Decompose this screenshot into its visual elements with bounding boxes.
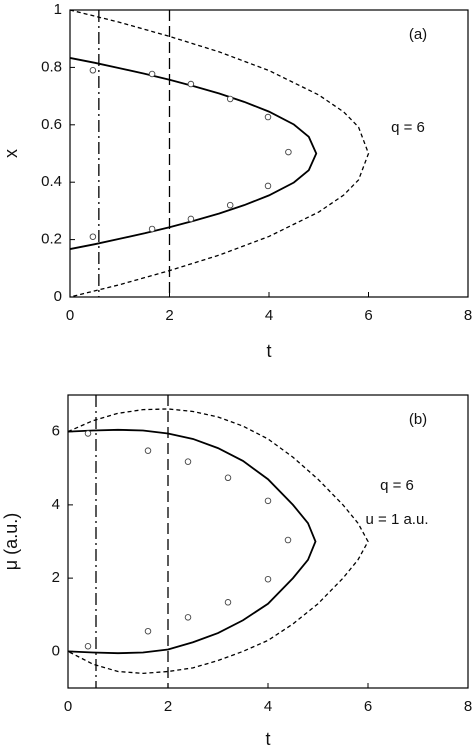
y-tick-label: 0.6 — [41, 116, 62, 133]
marker — [284, 536, 292, 544]
marker — [264, 497, 272, 505]
annotation: q = 6 — [391, 119, 425, 136]
marker — [187, 215, 195, 223]
x-axis-label: t — [266, 341, 271, 361]
marker — [226, 95, 234, 103]
marker — [89, 67, 97, 74]
marker — [264, 113, 272, 121]
marker — [285, 148, 292, 156]
marker — [264, 182, 272, 190]
marker — [184, 458, 192, 465]
y-tick-label: 0.4 — [41, 173, 62, 190]
x-tick-label: 8 — [464, 698, 472, 715]
marker — [84, 430, 92, 437]
y-tick-label: 0 — [52, 642, 60, 659]
y-axis-label: μ (a.u.) — [1, 513, 21, 570]
annotation: (b) — [409, 411, 427, 428]
x-axis-label: t — [265, 729, 270, 749]
x-tick-label: 8 — [464, 307, 472, 324]
marker — [264, 575, 272, 583]
marker — [224, 474, 232, 482]
marker — [89, 233, 97, 240]
marker — [148, 225, 156, 233]
y-axis-label: x — [1, 149, 21, 158]
marker — [84, 642, 92, 650]
y-tick-label: 4 — [52, 496, 60, 513]
y-tick-label: 6 — [52, 423, 60, 440]
annotation: u = 1 a.u. — [366, 511, 429, 528]
annotation: q = 6 — [380, 477, 414, 494]
marker — [226, 201, 234, 209]
x-tick-label: 4 — [264, 698, 272, 715]
marker — [224, 599, 232, 606]
y-tick-label: 0 — [54, 288, 62, 305]
marker — [187, 80, 195, 88]
curve — [67, 408, 369, 675]
x-tick-label: 6 — [364, 307, 372, 324]
curve — [69, 57, 318, 250]
y-tick-label: 0.8 — [41, 58, 62, 75]
x-tick-label: 6 — [364, 698, 372, 715]
marker — [144, 627, 152, 635]
x-tick-label: 2 — [164, 698, 172, 715]
curve — [67, 428, 317, 655]
x-tick-label: 0 — [66, 307, 74, 324]
x-tick-label: 2 — [165, 307, 173, 324]
plot-frame — [69, 9, 469, 298]
marker — [144, 447, 152, 454]
curve — [69, 9, 370, 298]
y-tick-label: 1 — [54, 1, 62, 18]
marker — [184, 614, 192, 621]
x-tick-label: 0 — [64, 698, 72, 715]
y-tick-label: 0.2 — [41, 231, 62, 248]
annotation: (a) — [409, 26, 427, 43]
x-tick-label: 4 — [265, 307, 273, 324]
plot-frame — [67, 394, 469, 689]
marker — [148, 70, 156, 78]
y-tick-label: 2 — [52, 569, 60, 586]
